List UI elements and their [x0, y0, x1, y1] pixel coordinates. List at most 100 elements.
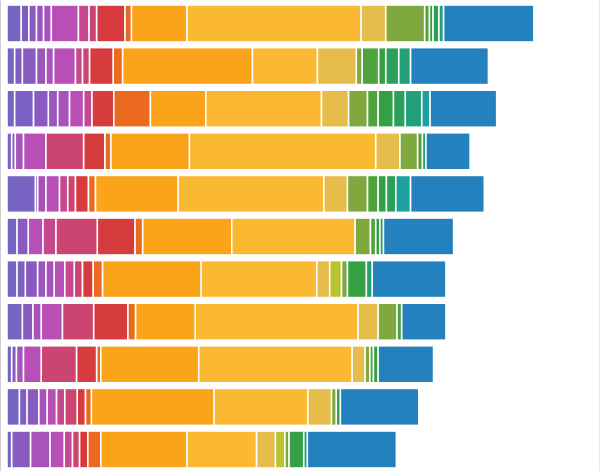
bar-segment — [385, 174, 397, 214]
bar-segment — [186, 430, 258, 469]
bar-segment — [354, 217, 372, 256]
bar-segment — [36, 174, 47, 214]
bar-segment — [365, 259, 374, 299]
bar-segment — [87, 430, 102, 469]
bar-segment — [194, 302, 359, 342]
bar-segment — [36, 259, 47, 299]
bar-segment — [94, 174, 179, 214]
bar-segment — [399, 132, 419, 171]
bar-segment — [74, 46, 84, 86]
bar-segment — [384, 4, 426, 43]
bar-segment — [346, 259, 368, 299]
bar-row-6 — [6, 217, 455, 256]
bar-segment — [35, 4, 45, 43]
bar-segment — [177, 174, 325, 214]
bar-segment — [38, 387, 48, 427]
bar-segment — [6, 217, 18, 256]
bar-segment — [400, 302, 447, 342]
bar-segment — [392, 89, 407, 128]
bar-segment — [95, 4, 126, 43]
bar-segment — [100, 430, 188, 469]
bar-segment — [306, 430, 398, 469]
bar-segment — [88, 46, 114, 86]
bar-segment — [18, 387, 28, 427]
bar-segment — [91, 89, 115, 128]
bar-segment — [121, 46, 254, 86]
bar-segment — [274, 430, 286, 469]
bar-segment — [29, 430, 51, 469]
bar-segment — [76, 387, 87, 427]
bar-segment — [366, 174, 379, 214]
bar-segment — [425, 132, 471, 171]
bar-segment — [6, 46, 16, 86]
bar-segment — [77, 4, 90, 43]
bar-segment — [13, 89, 35, 128]
bar-segment — [66, 174, 77, 214]
bar-segment — [64, 259, 76, 299]
bar-segment — [395, 174, 412, 214]
bar-segment — [100, 344, 200, 384]
bar-segment — [22, 132, 47, 171]
bar-segment — [361, 46, 380, 86]
bar-segment — [47, 89, 59, 128]
bar-row-10 — [6, 387, 420, 427]
bar-segment — [22, 344, 43, 384]
bar-segment — [112, 89, 152, 128]
bar-segment — [134, 217, 144, 256]
bar-segment — [87, 174, 97, 214]
bar-segment — [92, 302, 129, 342]
bar-segment — [21, 46, 38, 86]
bar-segment — [316, 46, 358, 86]
bar-segment — [52, 46, 77, 86]
bar-segment — [40, 302, 64, 342]
bar-segment — [205, 89, 323, 128]
bar-segment — [432, 4, 440, 43]
bar-segment — [56, 89, 71, 128]
bar-segment — [71, 430, 81, 469]
bar-segment — [28, 4, 38, 43]
bar-segment — [307, 387, 333, 427]
bar-segment — [323, 174, 349, 214]
bar-segment — [16, 217, 30, 256]
bar-segment — [40, 344, 78, 384]
bar-segment — [92, 259, 104, 299]
bar-segment — [26, 387, 40, 427]
bar-segment — [188, 132, 377, 171]
bar-segment — [141, 217, 233, 256]
bar-segment — [46, 387, 58, 427]
bar-segment — [429, 89, 498, 128]
bar-segment — [82, 132, 106, 171]
bar-segment — [42, 4, 53, 43]
bar-segment — [377, 174, 388, 214]
bar-row-9 — [6, 344, 435, 384]
bar-segment — [134, 302, 197, 342]
bar-segment — [371, 259, 447, 299]
bar-segment — [130, 4, 188, 43]
bar-segment — [14, 132, 25, 171]
bar-segment — [213, 387, 309, 427]
bar-segment — [355, 46, 363, 86]
bar-segment — [251, 46, 319, 86]
bar-segment — [63, 430, 74, 469]
bar-segment — [75, 344, 98, 384]
bar-segment — [377, 46, 387, 86]
bar-segment — [58, 174, 69, 214]
bar-segment — [409, 174, 486, 214]
bar-segment — [45, 46, 55, 86]
bar-segment — [32, 89, 50, 128]
bar-segment — [346, 174, 369, 214]
bar-row-3 — [6, 89, 498, 128]
bar-segment — [255, 430, 277, 469]
bar-segment — [32, 302, 43, 342]
bar-segment — [357, 302, 379, 342]
bar-row-7 — [6, 259, 447, 299]
bar-segment — [16, 259, 27, 299]
bar-segment — [186, 4, 362, 43]
bar-segment — [74, 174, 90, 214]
bar-segment — [377, 89, 395, 128]
bar-segment — [404, 89, 423, 128]
bar-segment — [127, 302, 137, 342]
bar-segment — [6, 89, 16, 128]
bar-segment — [197, 344, 353, 384]
